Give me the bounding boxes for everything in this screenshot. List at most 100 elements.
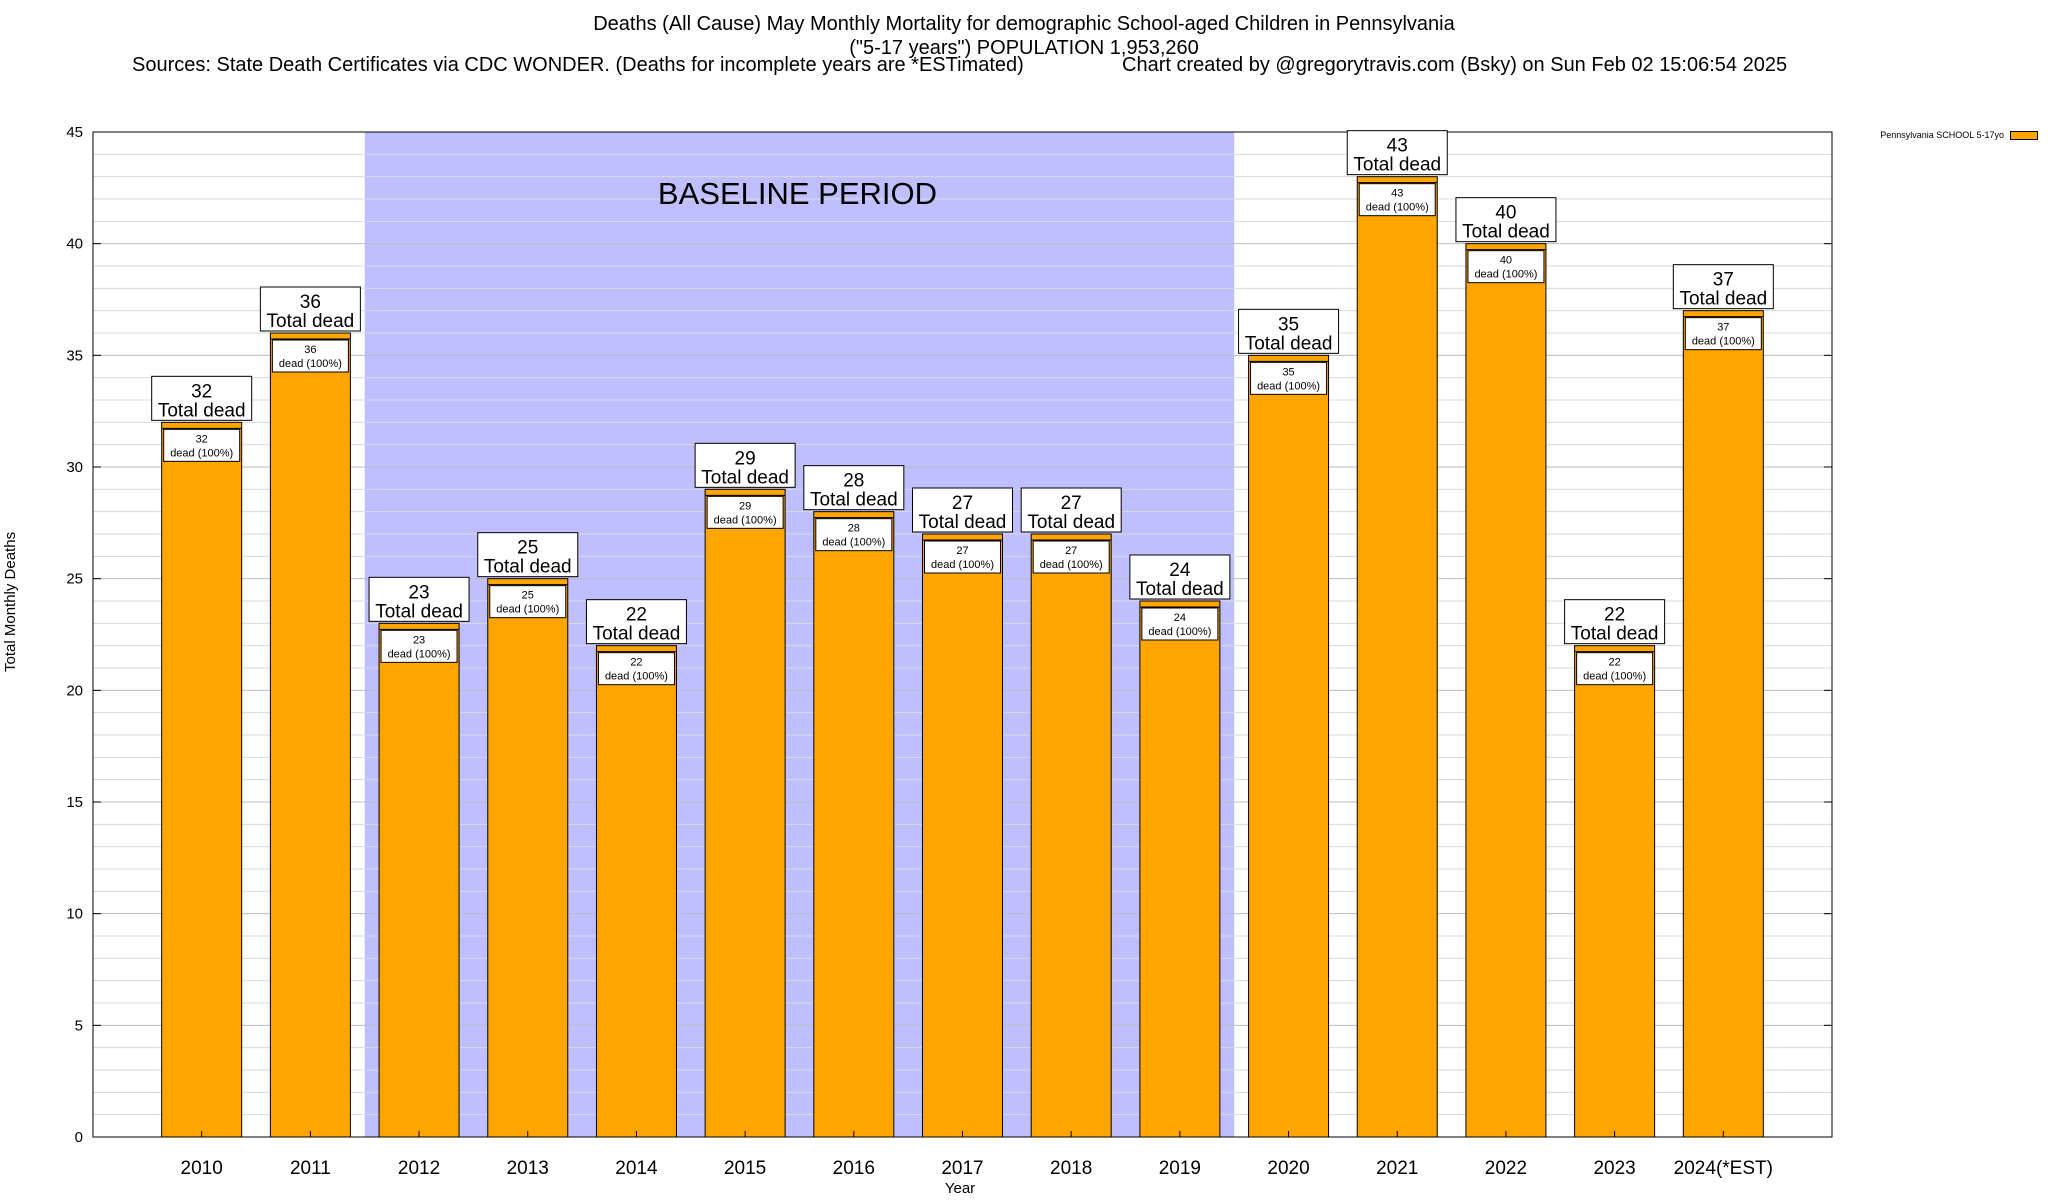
inner-value-label: 35 — [1282, 366, 1294, 378]
inner-value-label: 43 — [1391, 188, 1403, 200]
bar — [922, 533, 1003, 1138]
chart-credit: Chart created by @gregorytravis.com (Bsk… — [1122, 54, 1788, 76]
total-value-label: 28 — [843, 471, 864, 492]
y-tick-label: 35 — [66, 347, 83, 364]
inner-percent-label: dead (100%) — [279, 358, 342, 370]
total-value-label: 23 — [408, 582, 429, 603]
legend: Pennsylvania SCHOOL 5-17yo — [1880, 130, 2038, 140]
chart-subtitle: ("5-17 years") POPULATION 1,953,260 — [849, 37, 1199, 59]
inner-label-box — [489, 585, 567, 619]
total-label-box — [1129, 554, 1231, 600]
inner-value-label: 22 — [1609, 657, 1621, 669]
inner-label-box — [924, 540, 1001, 574]
legend-label: Pennsylvania SCHOOL 5-17yo — [1880, 130, 2004, 140]
x-tick-label: 2013 — [507, 1158, 549, 1179]
bar — [1356, 176, 1438, 1138]
total-dead-label: Total dead — [1571, 624, 1659, 645]
inner-label-box — [706, 495, 784, 529]
inner-label-box — [380, 629, 458, 663]
inner-percent-label: dead (100%) — [1474, 269, 1537, 281]
total-dead-label: Total dead — [1462, 222, 1550, 243]
x-tick-label: 2023 — [1593, 1158, 1635, 1179]
total-label-box — [477, 532, 579, 578]
inner-label-box — [1576, 652, 1654, 686]
y-tick-label: 30 — [66, 459, 83, 476]
inner-percent-label: dead (100%) — [714, 514, 777, 526]
inner-percent-label: dead (100%) — [1257, 380, 1320, 392]
x-tick-label: 2010 — [181, 1158, 223, 1179]
total-label-box — [1672, 264, 1774, 310]
bar — [487, 578, 569, 1138]
x-tick-label: 2012 — [398, 1158, 440, 1179]
chart-sources: Sources: State Death Certificates via CD… — [132, 54, 1024, 76]
total-value-label: 36 — [300, 292, 321, 313]
total-dead-label: Total dead — [1353, 155, 1441, 176]
inner-label-box — [271, 339, 349, 373]
bar — [704, 488, 786, 1138]
chart-title: Deaths (All Cause) May Monthly Mortality… — [593, 13, 1455, 35]
total-dead-label: Total dead — [593, 624, 681, 645]
inner-value-label: 28 — [848, 523, 860, 535]
bar — [595, 645, 677, 1138]
inner-value-label: 27 — [1065, 545, 1077, 557]
total-label-box — [694, 442, 796, 488]
inner-value-label: 40 — [1500, 255, 1512, 267]
inner-percent-label: dead (100%) — [1148, 626, 1211, 638]
total-value-label: 24 — [1169, 560, 1191, 581]
total-value-label: 22 — [626, 605, 647, 626]
total-value-label: 40 — [1495, 203, 1516, 224]
total-label-box — [912, 487, 1013, 533]
total-label-box — [585, 599, 687, 645]
bar — [1248, 354, 1330, 1138]
bar — [161, 421, 243, 1138]
total-label-box — [259, 286, 361, 332]
inner-percent-label: dead (100%) — [822, 537, 885, 549]
total-label-box — [1238, 308, 1340, 354]
inner-percent-label: dead (100%) — [170, 447, 233, 459]
inner-value-label: 32 — [196, 433, 208, 445]
total-dead-label: Total dead — [810, 490, 898, 511]
total-value-label: 25 — [517, 538, 538, 559]
bar — [1030, 533, 1112, 1138]
baseline-period-label: BASELINE PERIOD — [658, 176, 937, 211]
x-tick-label: 2015 — [724, 1158, 766, 1179]
inner-percent-label: dead (100%) — [388, 648, 451, 660]
inner-label-box — [815, 518, 893, 552]
total-value-label: 43 — [1387, 136, 1408, 157]
inner-percent-label: dead (100%) — [1366, 202, 1429, 214]
total-dead-label: Total dead — [919, 512, 1007, 533]
y-axis-label: Total Monthly Deaths — [2, 531, 19, 672]
total-label-box — [1455, 197, 1557, 243]
x-tick-label: 2011 — [290, 1158, 331, 1179]
inner-value-label: 24 — [1174, 612, 1186, 624]
inner-value-label: 25 — [522, 590, 534, 602]
bar — [269, 332, 351, 1138]
inner-percent-label: dead (100%) — [1692, 336, 1755, 348]
total-value-label: 35 — [1278, 314, 1299, 335]
inner-label-box — [1250, 361, 1328, 395]
total-label-box — [1564, 599, 1666, 645]
inner-value-label: 36 — [304, 344, 316, 356]
inner-percent-label: dead (100%) — [496, 604, 559, 616]
inner-label-box — [1684, 317, 1762, 351]
total-dead-label: Total dead — [1027, 512, 1115, 533]
x-tick-label: 2019 — [1159, 1158, 1201, 1179]
y-tick-label: 25 — [66, 571, 83, 588]
y-tick-label: 10 — [66, 906, 83, 923]
bar — [378, 622, 460, 1138]
total-dead-label: Total dead — [1679, 289, 1767, 310]
total-label-box — [1020, 487, 1122, 533]
total-label-box — [368, 576, 470, 622]
x-tick-label: 2021 — [1376, 1158, 1418, 1179]
x-axis-label: Year — [944, 1180, 976, 1197]
bar — [1465, 243, 1547, 1138]
x-tick-label: 2020 — [1267, 1158, 1309, 1179]
total-value-label: 27 — [952, 493, 973, 514]
inner-percent-label: dead (100%) — [931, 559, 994, 571]
inner-value-label: 29 — [739, 500, 751, 512]
bar — [1574, 645, 1656, 1138]
inner-percent-label: dead (100%) — [605, 671, 668, 683]
x-tick-label: 2014 — [615, 1158, 658, 1179]
y-tick-label: 15 — [66, 794, 83, 811]
